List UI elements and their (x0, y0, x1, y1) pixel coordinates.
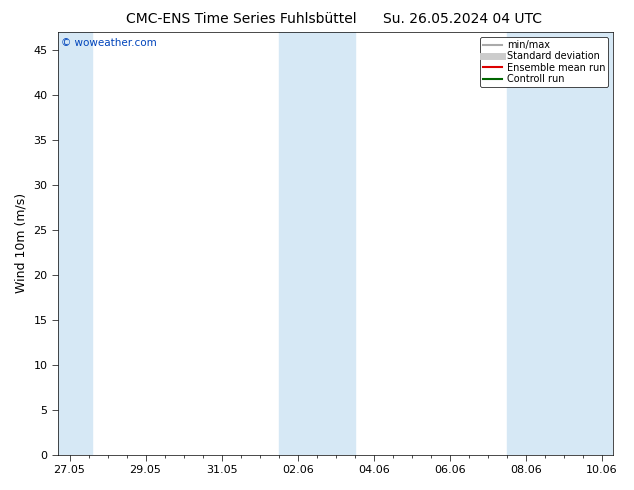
Bar (58, 32, 93, 455)
Text: Su. 26.05.2024 04 UTC: Su. 26.05.2024 04 UTC (384, 12, 542, 26)
Bar (507, 32, 613, 455)
Legend: min/max, Standard deviation, Ensemble mean run, Controll run: min/max, Standard deviation, Ensemble me… (480, 37, 609, 87)
Y-axis label: Wind 10m (m/s): Wind 10m (m/s) (15, 193, 28, 294)
Text: © woweather.com: © woweather.com (61, 39, 157, 49)
Bar (279, 32, 354, 455)
Text: CMC-ENS Time Series Fuhlsbüttel: CMC-ENS Time Series Fuhlsbüttel (126, 12, 356, 26)
